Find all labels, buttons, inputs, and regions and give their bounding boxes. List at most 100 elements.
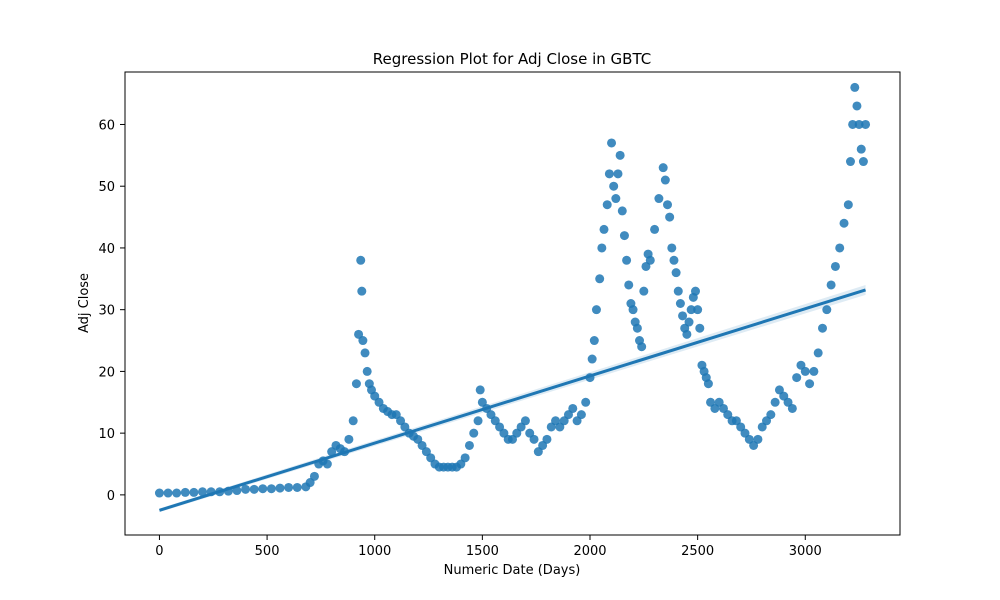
data-point [826,280,836,290]
data-point [693,305,703,315]
data-point [189,487,199,497]
data-point [637,342,647,352]
data-point [645,255,655,265]
data-point [753,434,763,444]
data-point [619,231,629,241]
data-point [529,434,539,444]
data-point [154,488,164,498]
data-point [665,212,675,222]
data-point [258,484,268,494]
data-point [654,194,664,204]
data-point [622,255,632,265]
x-tick-label: 1500 [466,544,499,559]
data-point [542,434,552,444]
data-point [597,243,607,253]
chart-title: Regression Plot for Adj Close in GBTC [373,50,651,68]
data-point [792,373,802,383]
data-point [686,305,696,315]
data-point [805,379,815,389]
y-axis-label: Adj Close [77,273,92,333]
data-point [861,119,871,129]
data-point [667,243,677,253]
data-point [198,487,207,497]
data-point [673,286,683,296]
y-tick-label: 60 [98,118,115,133]
data-point [615,150,625,160]
data-point [602,200,612,210]
data-point [690,286,700,296]
data-point [770,397,780,407]
data-point [660,175,670,185]
data-point [475,385,485,395]
x-tick-label: 3000 [789,544,822,559]
data-point [357,286,367,296]
y-tick-label: 10 [98,427,115,442]
data-point [624,280,634,290]
data-point [822,305,832,315]
x-axis-ticks: 0 500 1000 1500 2000 2500 3000 [155,535,822,559]
regression-line-layer [158,288,867,512]
data-point [813,348,823,358]
data-point [650,224,660,234]
y-tick-label: 30 [98,304,115,319]
data-point [839,218,849,228]
data-point [678,311,688,321]
data-point [469,428,479,438]
data-point [292,482,302,492]
data-point [682,329,692,339]
y-tick-label: 20 [98,365,115,380]
data-point [360,348,370,358]
plot-frame [124,71,901,536]
data-point [835,243,845,253]
data-point [351,379,361,389]
data-point [464,440,474,450]
data-point [858,157,868,167]
data-point [266,484,276,494]
data-point [309,471,319,481]
x-tick-label: 2000 [573,544,606,559]
data-point [787,403,797,413]
data-point [163,488,173,498]
y-axis-ticks: 0 10 20 30 40 50 60 [98,118,125,504]
data-point [852,101,862,111]
data-point [818,323,827,333]
data-point [275,483,285,493]
data-point [599,224,609,234]
data-point [843,200,853,210]
y-tick-label: 40 [98,242,115,257]
data-point [591,305,601,315]
data-point [695,323,705,333]
data-point [249,484,259,494]
data-point [604,169,614,179]
data-point [595,274,605,284]
data-point [830,261,840,271]
data-point [520,416,530,426]
data-point [568,403,578,413]
data-point [344,434,354,444]
data-point [675,299,685,308]
data-point [322,459,332,469]
data-point [609,181,619,191]
data-point [845,157,855,167]
data-point [658,163,668,173]
data-point [241,484,251,494]
data-point [356,255,366,265]
data-point [671,268,681,278]
data-point [639,286,649,296]
data-point [850,82,860,92]
data-point [589,336,599,346]
x-tick-label: 2500 [681,544,714,559]
x-tick-label: 0 [155,544,163,559]
regression-line [158,288,867,512]
data-point [632,323,642,333]
data-point [587,354,597,364]
data-point [669,255,679,265]
data-point [581,397,591,407]
data-point [766,410,776,420]
data-point [460,453,470,463]
data-point [628,305,638,315]
data-points-layer [154,82,871,498]
y-tick-label: 0 [107,489,115,504]
data-point [473,416,483,426]
